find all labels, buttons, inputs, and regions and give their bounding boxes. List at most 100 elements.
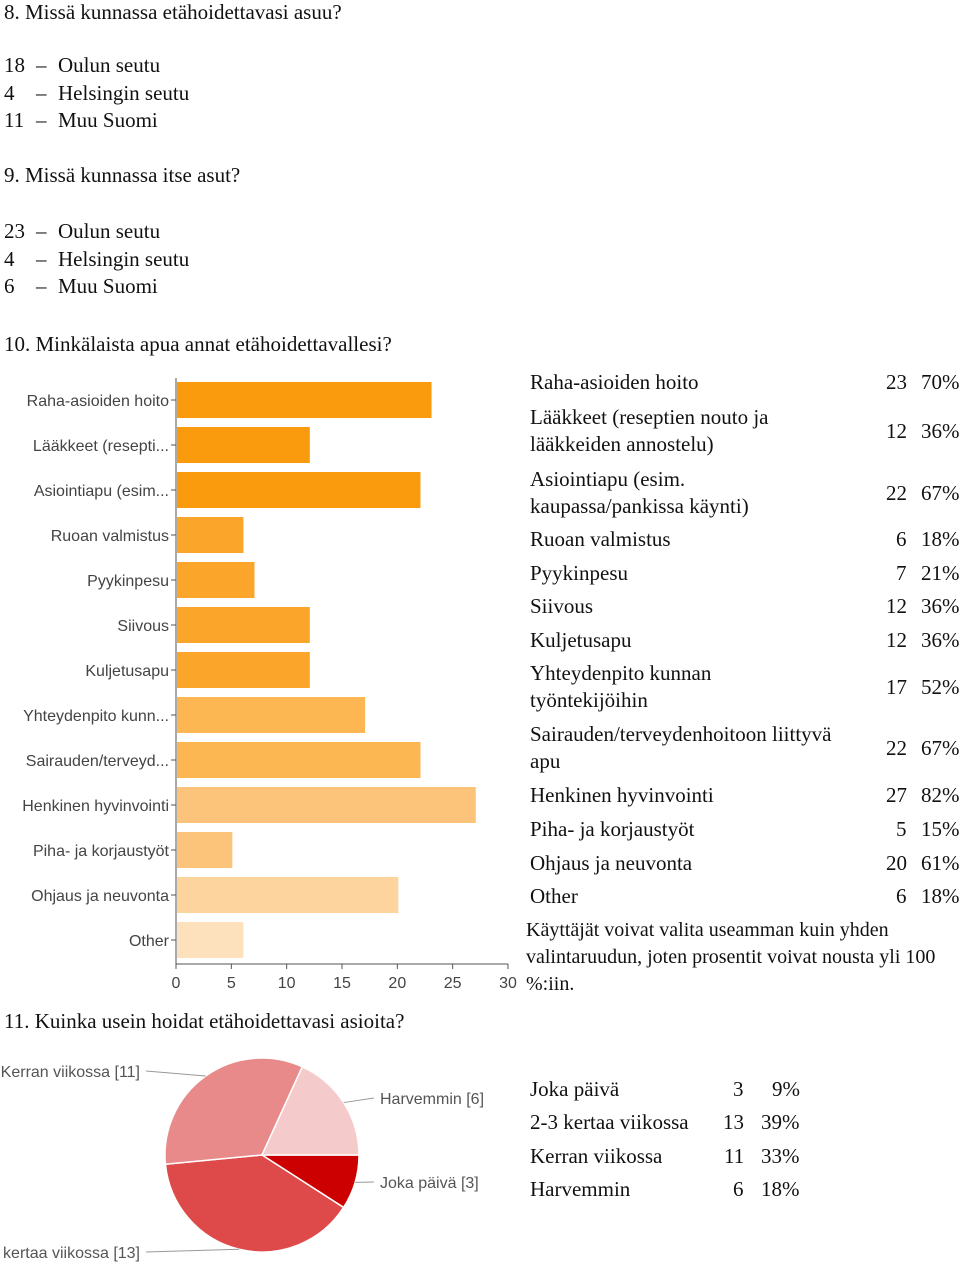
row-label: Ruoan valmistus (530, 527, 671, 551)
bar (177, 832, 233, 868)
row-label: työntekijöihin (530, 688, 648, 712)
row-percent: 82% (921, 783, 960, 807)
bar (177, 427, 310, 463)
x-tick-label: 10 (278, 975, 296, 992)
bar (177, 697, 366, 733)
row-percent: 70% (921, 370, 960, 394)
row-label: 2-3 kertaa viikossa (530, 1110, 689, 1134)
row-percent: 39% (761, 1110, 800, 1134)
row-label: lääkkeiden annostelu) (530, 432, 714, 456)
leader-line (145, 1070, 206, 1077)
category-label: Pyykinpesu (87, 573, 169, 590)
row-count: 6 (733, 1177, 744, 1201)
row-percent: 18% (761, 1177, 800, 1201)
leader-line (343, 1097, 375, 1104)
row-percent: 18% (921, 884, 960, 908)
bar (177, 652, 310, 688)
bar (177, 922, 244, 958)
row-count: 6 (896, 527, 907, 551)
row-count: 12 (886, 628, 907, 652)
row-percent: 15% (921, 817, 960, 841)
pie-slice (164, 1057, 304, 1166)
bar (177, 382, 432, 418)
row-count: 22 (886, 481, 907, 505)
row-percent: 36% (921, 594, 960, 618)
slice-label: Harvemmin [6] (380, 1091, 484, 1108)
row-label: Kerran viikossa (530, 1144, 663, 1168)
row-label: Kuljetusapu (530, 628, 632, 652)
q8-answer: 18– Oulun seutu (4, 53, 161, 77)
bar (177, 517, 244, 553)
category-label: Ruoan valmistus (51, 528, 169, 545)
q8-answer: 11– Muu Suomi (4, 108, 158, 132)
q9-answer: 6– Muu Suomi (4, 274, 158, 298)
category-label: Sairauden/terveyd... (26, 753, 169, 770)
pie-slice (260, 1065, 360, 1156)
row-label: Lääkkeet (reseptien nouto ja (530, 405, 769, 429)
x-tick-label: 25 (444, 975, 462, 992)
row-percent: 67% (921, 481, 960, 505)
row-percent: 21% (921, 561, 960, 585)
category-label: Lääkkeet (resepti... (33, 438, 169, 455)
row-percent: 61% (921, 851, 960, 875)
row-percent: 52% (921, 675, 960, 699)
slice-label: Kerran viikossa [11] (1, 1064, 140, 1081)
bar (177, 877, 399, 913)
help-types-bar-chart: Raha-asioiden hoito Lääkkeet (resepti... A… (22, 378, 517, 992)
row-count: 3 (733, 1077, 744, 1101)
row-label: Sairauden/terveydenhoitoon liittyvä (530, 722, 832, 746)
category-label: Ohjaus ja neuvonta (31, 888, 169, 905)
row-label: Piha- ja korjaustyöt (530, 817, 695, 841)
bar (177, 742, 421, 778)
row-label: Asiointiapu (esim. (530, 467, 686, 491)
category-label: Raha-asioiden hoito (27, 393, 169, 410)
row-label: Harvemmin (530, 1177, 631, 1201)
row-count: 5 (896, 817, 907, 841)
q10-title: 10. Minkälaista apua annat etähoidettava… (4, 332, 392, 356)
q8-title: 8. Missä kunnassa etähoidettavasi asuu? (4, 0, 342, 24)
row-count: 13 (723, 1110, 744, 1134)
row-label: Other (530, 884, 578, 908)
multi-select-note: Käyttäjät voivat valita useamman kuin yh… (526, 919, 936, 995)
row-count: 23 (886, 370, 907, 394)
row-count: 27 (886, 783, 907, 807)
frequency-pie-chart: Joka päivä [3] kertaa viikossa [13] Kerran… (1, 1057, 484, 1262)
category-label: Kuljetusapu (85, 663, 169, 680)
row-label: Ohjaus ja neuvonta (530, 851, 693, 875)
row-count: 6 (896, 884, 907, 908)
row-count: 22 (886, 736, 907, 760)
row-percent: 33% (761, 1144, 800, 1168)
row-label: Henkinen hyvinvointi (530, 783, 714, 807)
q9-answer: 4– Helsingin seutu (4, 247, 190, 271)
bar (177, 607, 310, 643)
row-percent: 36% (921, 419, 960, 443)
x-tick-label: 5 (227, 975, 236, 992)
row-label: Pyykinpesu (530, 561, 629, 585)
q10-table: Raha-asioiden hoito 23 70% Lääkkeet (res… (530, 369, 960, 914)
category-label: Asiointiapu (esim... (34, 483, 169, 500)
x-tick-label: 15 (333, 975, 351, 992)
category-label: Other (129, 933, 170, 950)
row-count: 11 (724, 1144, 745, 1168)
row-label: apu (530, 749, 561, 773)
category-label: Yhteydenpito kunn... (23, 708, 169, 725)
x-tick-label: 30 (499, 975, 517, 992)
row-count: 12 (886, 419, 907, 443)
x-tick-label: 0 (172, 975, 181, 992)
row-label: Yhteydenpito kunnan (530, 661, 712, 685)
row-label: kaupassa/pankissa käynti) (530, 494, 749, 518)
row-label: Siivous (530, 594, 594, 618)
row-percent: 9% (772, 1077, 800, 1101)
bar (177, 787, 476, 823)
category-label: Piha- ja korjaustyöt (33, 843, 170, 860)
category-label: Henkinen hyvinvointi (22, 798, 169, 815)
row-percent: 18% (921, 527, 960, 551)
x-tick-label: 20 (388, 975, 406, 992)
row-percent: 67% (921, 736, 960, 760)
row-count: 7 (896, 561, 907, 585)
slice-label: kertaa viikossa [13] (3, 1245, 140, 1262)
bar (177, 562, 255, 598)
q11-title: 11. Kuinka usein hoidat etähoidettavasi … (4, 1009, 405, 1033)
row-count: 12 (886, 594, 907, 618)
slice-label: Joka päivä [3] (380, 1175, 479, 1192)
